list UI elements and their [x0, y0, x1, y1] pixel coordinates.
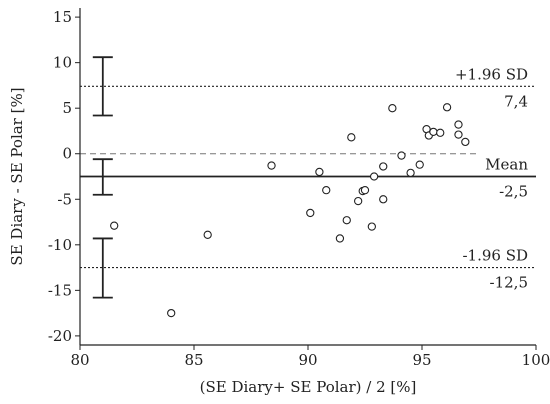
data-point: [322, 186, 331, 195]
data-point: [406, 168, 415, 178]
annotations: +1.96 SD 7,4 Mean -2,5 -1.96 SD -12,5: [455, 65, 528, 291]
reference-lines: [80, 85, 536, 269]
data-point: [354, 196, 363, 206]
x-tick-label: 80: [70, 351, 89, 369]
data-point: [360, 186, 370, 195]
upper-loa-label: +1.96 SD: [455, 65, 528, 83]
x-tick-label: 90: [298, 351, 317, 369]
data-point: [369, 172, 379, 181]
data-point: [388, 104, 397, 113]
data-point: [347, 133, 356, 142]
data-point: [429, 127, 438, 137]
data-point: [454, 120, 463, 129]
x-tick-label: 85: [184, 351, 203, 369]
data-point: [415, 160, 424, 169]
mean-value: -2,5: [499, 183, 528, 201]
y-axis-label: SE Diary - SE Polar [%]: [8, 87, 26, 265]
data-points: [110, 103, 470, 318]
data-point: [397, 151, 406, 160]
y-tick-label: -15: [48, 281, 72, 299]
axes: 80 85 90 95 100 15 10 5 0 -5 -10 -15 -20: [48, 8, 550, 369]
data-point: [306, 208, 315, 218]
data-point: [454, 130, 463, 139]
data-point: [436, 128, 445, 137]
error-bar: [92, 237, 113, 299]
y-tick-label: 15: [53, 8, 72, 26]
x-tick-label: 95: [412, 351, 431, 369]
data-point: [367, 222, 376, 231]
data-point: [379, 162, 388, 171]
error-bar: [92, 56, 113, 117]
data-point: [167, 308, 176, 318]
y-tick-label: 5: [62, 99, 72, 117]
x-axis-label: (SE Diary+ SE Polar) / 2 [%]: [200, 378, 417, 396]
lower-loa-label: -1.96 SD: [462, 247, 528, 265]
data-point: [461, 137, 470, 147]
data-point: [315, 167, 324, 177]
y-tick-label: 0: [62, 145, 72, 163]
x-tick-label: 100: [522, 351, 550, 369]
data-point: [379, 195, 388, 204]
error-bar: [92, 158, 113, 196]
data-point: [267, 161, 276, 170]
lower-loa-value: -12,5: [490, 274, 528, 292]
data-point: [335, 234, 345, 243]
data-point: [342, 216, 351, 225]
y-tick-label: 10: [53, 54, 72, 72]
data-point: [110, 221, 119, 230]
upper-loa-value: 7,4: [504, 92, 528, 110]
data-point: [203, 230, 212, 239]
y-tick-label: -5: [57, 190, 72, 208]
mean-label: Mean: [485, 156, 528, 174]
data-point: [442, 103, 452, 112]
y-tick-label: -20: [48, 327, 72, 345]
y-tick-label: -10: [48, 236, 72, 254]
error-bars: [92, 56, 113, 299]
